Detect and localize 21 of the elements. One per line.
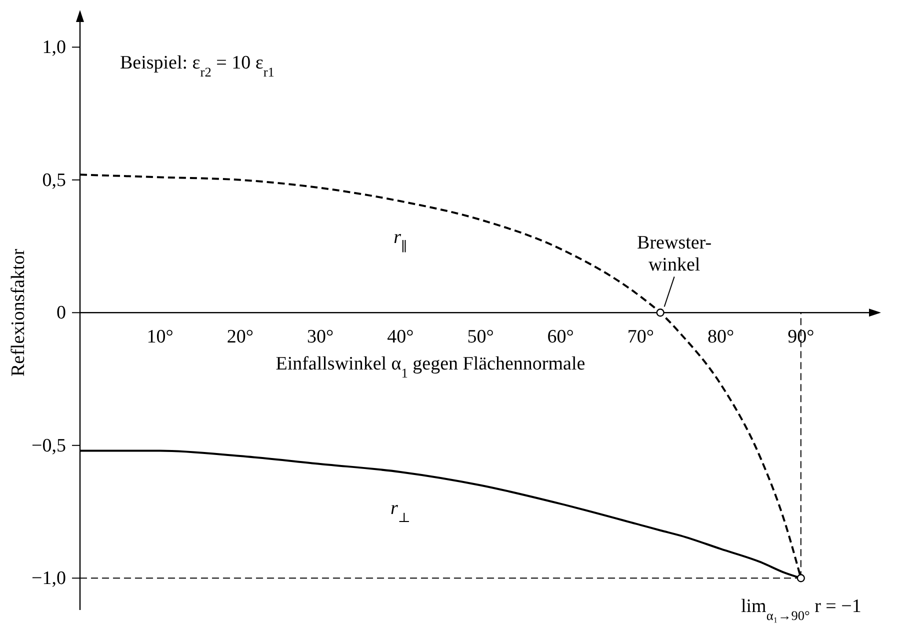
y-axis-title: Reflexionsfaktor	[8, 248, 29, 376]
y-tick-label: −0,5	[32, 435, 66, 456]
y-tick-label: 0,5	[42, 170, 66, 191]
y-tick-label: 0	[56, 302, 66, 324]
x-tick-label: 10°	[146, 326, 174, 348]
x-tick-label: 70°	[627, 326, 654, 348]
y-tick-label: 1,0	[42, 37, 66, 58]
x-axis-title: Einfallswinkel α$_{1}$ gegen Flächennormale	[276, 354, 586, 380]
x-tick-label: 30°	[306, 326, 334, 348]
series-label: r$_{∥}$	[394, 227, 408, 254]
y-tick-label: −1,0	[32, 568, 66, 590]
x-tick-label: 80°	[707, 326, 734, 348]
x-tick-label: 50°	[467, 326, 494, 348]
x-tick-label: 90°	[788, 326, 814, 348]
annotation: Brewster- winkel	[637, 232, 712, 276]
series-label: r$_{⊥}$	[390, 498, 410, 524]
x-tick-label: 60°	[547, 326, 574, 348]
annotation: lim$_{α₁→90°}$ r = −1	[741, 596, 862, 623]
annotation: Beispiel: ε$_{r2}$ = 10 ε$_{r1}$	[120, 52, 274, 79]
x-tick-label: 40°	[387, 326, 414, 348]
x-tick-label: 20°	[226, 326, 254, 348]
